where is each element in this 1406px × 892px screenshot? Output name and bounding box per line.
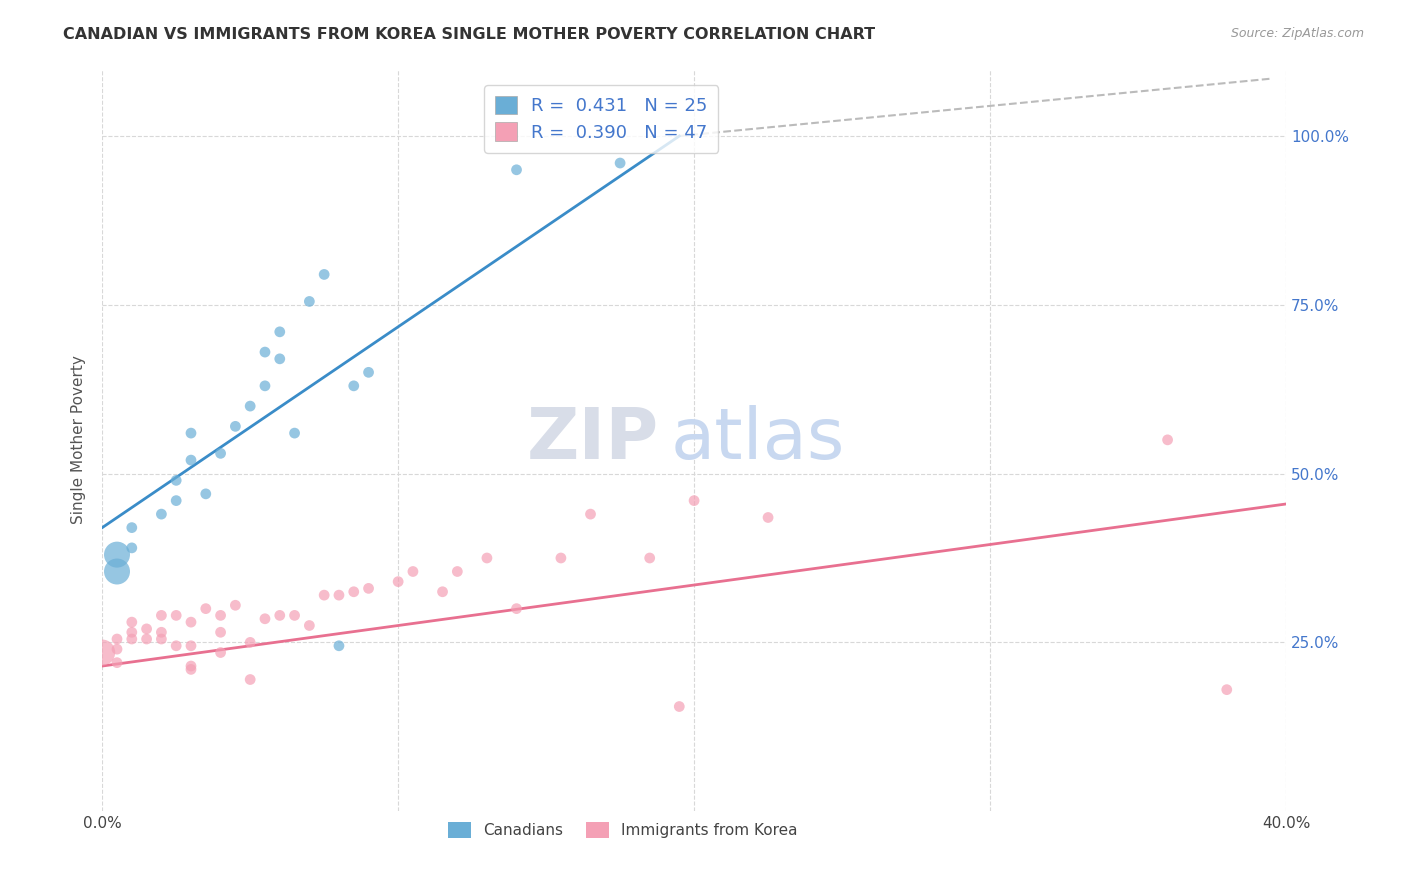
Point: [756, 510, 779, 524]
Point: [1216, 682, 1239, 697]
Text: CANADIAN VS IMMIGRANTS FROM KOREA SINGLE MOTHER POVERTY CORRELATION CHART: CANADIAN VS IMMIGRANTS FROM KOREA SINGLE…: [63, 27, 876, 42]
Point: [105, 656, 128, 670]
Point: [314, 268, 336, 282]
Point: [209, 625, 232, 640]
Point: [121, 625, 143, 640]
Point: [638, 551, 661, 566]
Point: [269, 351, 291, 366]
Point: [239, 399, 262, 413]
Point: [239, 673, 262, 687]
Point: [209, 608, 232, 623]
Point: [609, 156, 631, 170]
Point: [505, 601, 527, 615]
Point: [253, 612, 276, 626]
Point: [105, 642, 128, 657]
Point: [121, 615, 143, 629]
Point: [298, 618, 321, 632]
Point: [180, 659, 202, 673]
Point: [165, 639, 187, 653]
Point: [91, 646, 114, 660]
Point: [165, 493, 187, 508]
Point: [165, 608, 187, 623]
Point: [550, 551, 572, 566]
Point: [121, 541, 143, 555]
Point: [253, 345, 276, 359]
Point: [105, 565, 128, 579]
Point: [343, 379, 366, 393]
Point: [180, 426, 202, 441]
Point: [180, 453, 202, 467]
Point: [165, 474, 187, 488]
Point: [1156, 433, 1178, 447]
Point: [328, 639, 350, 653]
Point: [150, 608, 173, 623]
Point: [224, 419, 246, 434]
Point: [343, 584, 366, 599]
Point: [446, 565, 468, 579]
Point: [135, 622, 157, 636]
Point: [180, 639, 202, 653]
Point: [105, 548, 128, 562]
Point: [180, 615, 202, 629]
Point: [269, 325, 291, 339]
Point: [505, 162, 527, 177]
Point: [579, 507, 602, 521]
Point: [224, 599, 246, 613]
Point: [180, 662, 202, 676]
Point: [328, 588, 350, 602]
Point: [475, 551, 498, 566]
Point: [121, 632, 143, 646]
Point: [194, 487, 217, 501]
Point: [209, 646, 232, 660]
Point: [298, 294, 321, 309]
Point: [253, 379, 276, 393]
Y-axis label: Single Mother Poverty: Single Mother Poverty: [72, 355, 86, 524]
Point: [194, 601, 217, 615]
Point: [357, 582, 380, 596]
Point: [209, 446, 232, 460]
Point: [387, 574, 409, 589]
Point: [432, 584, 454, 599]
Point: [121, 521, 143, 535]
Text: atlas: atlas: [671, 405, 845, 475]
Point: [357, 365, 380, 379]
Point: [668, 699, 690, 714]
Text: ZIP: ZIP: [526, 405, 658, 475]
Point: [135, 632, 157, 646]
Point: [683, 493, 706, 508]
Point: [105, 632, 128, 646]
Point: [284, 426, 307, 441]
Text: Source: ZipAtlas.com: Source: ZipAtlas.com: [1230, 27, 1364, 40]
Point: [269, 608, 291, 623]
Point: [402, 565, 425, 579]
Point: [314, 588, 336, 602]
Point: [284, 608, 307, 623]
Point: [150, 507, 173, 521]
Point: [239, 635, 262, 649]
Legend: Canadians, Immigrants from Korea: Canadians, Immigrants from Korea: [441, 816, 804, 845]
Point: [150, 625, 173, 640]
Point: [150, 632, 173, 646]
